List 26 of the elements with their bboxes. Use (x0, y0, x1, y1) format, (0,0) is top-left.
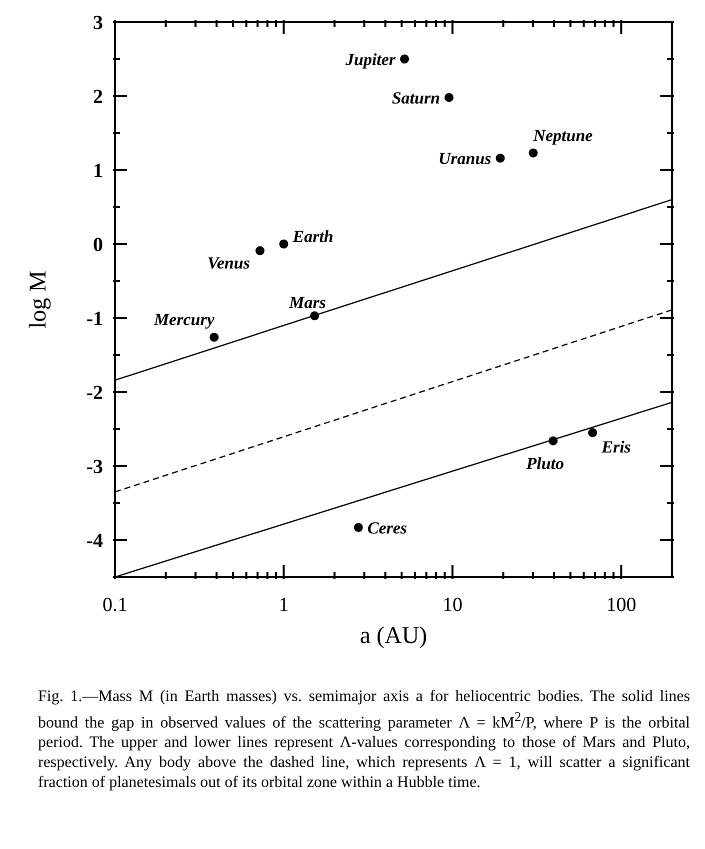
y-tick-label: -1 (86, 308, 103, 330)
y-tick-label: 2 (93, 86, 103, 108)
y-tick-label: -2 (86, 382, 103, 404)
y-tick-label: 0 (93, 234, 103, 256)
y-tick-label: -4 (86, 530, 103, 552)
annotation: Venus (207, 254, 250, 273)
y-tick-label: 3 (93, 12, 103, 34)
x-tick-label: 10 (442, 594, 462, 616)
caption: Fig. 1.—Mass M (in Earth masses) vs. semimajor axis a for heliocentric bodies. The solid lines bound the gap in observed values of the scattering parameter Λ = kM$^{2}$/P, where P is the orbital period. The upper and lower lines represent Λ-values corresponding to those of Mars and Pluto, respectively. Any body above the dashed line, which represents Λ = 1, will scatter a significant fraction of planetesimals out of its orbital zone within a Hubble time. (38, 687, 690, 794)
x-axis-title: a (AU) (360, 623, 428, 649)
annotation: Jupiter (344, 50, 396, 69)
y-tick-label: 1 (93, 160, 103, 182)
annotation: Ceres (367, 518, 408, 538)
y-axis-title: log M (26, 270, 52, 329)
x-tick-label: 100 (606, 594, 636, 616)
annotation: Pluto (525, 454, 564, 473)
y-tick-label: -3 (86, 456, 103, 478)
annotation: Neptune (532, 126, 594, 145)
annotation: Mercury (152, 310, 215, 330)
annotation: Mars (288, 292, 326, 312)
x-tick-label: 0.1 (102, 594, 128, 616)
annotation: Eris (600, 438, 632, 457)
annotation: Saturn (392, 88, 440, 108)
x-tick-label: 1 (278, 594, 289, 616)
annotation: Uranus (438, 149, 492, 168)
annotation: Earth (292, 227, 334, 246)
